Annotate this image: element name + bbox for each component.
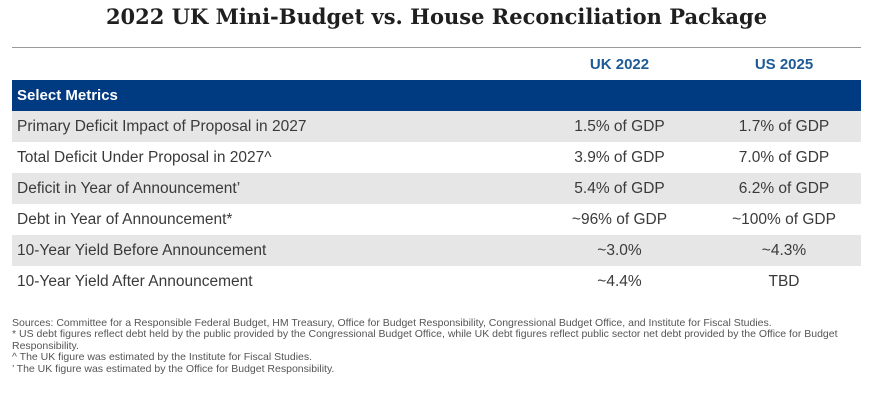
- row-value-uk: 1.5% of GDP: [532, 111, 707, 142]
- row-label: Primary Deficit Impact of Proposal in 20…: [12, 111, 532, 142]
- page-title: 2022 UK Mini-Budget vs. House Reconcilia…: [105, 4, 768, 29]
- row-value-uk: 3.9% of GDP: [574, 148, 665, 166]
- asterisk-note: * US debt figures reflect debt held by t…: [12, 328, 838, 352]
- column-header-uk: UK 2022: [589, 55, 650, 73]
- row-label: Debt in Year of Announcement*: [17, 210, 233, 228]
- apostrophe-note: ’ The UK figure was estimated by the Off…: [12, 362, 335, 375]
- column-header-row: UK 2022 US 2025: [12, 48, 861, 80]
- section-header-row: Select Metrics: [12, 80, 861, 111]
- table-row: Deficit in Year of Announcement’ 5.4% of…: [12, 173, 861, 204]
- column-header-us: US 2025: [754, 55, 814, 73]
- row-label: Total Deficit Under Proposal in 2027^: [17, 148, 272, 166]
- table-row: 10-Year Yield Before Announcement ~3.0% …: [12, 235, 861, 266]
- caret-note: ^ The UK figure was estimated by the Ins…: [12, 351, 313, 364]
- title-rule: [12, 47, 861, 48]
- section-label: Select Metrics: [12, 80, 861, 111]
- row-value-us: 1.7% of GDP: [707, 111, 861, 142]
- row-value-uk: 5.4% of GDP: [532, 173, 707, 204]
- sources-note: Sources: Committee for a Responsible Fed…: [12, 317, 772, 329]
- row-value-us: ~4.3%: [707, 235, 861, 266]
- row-label: 10-Year Yield Before Announcement: [12, 235, 532, 266]
- row-value-uk: ~96% of GDP: [571, 210, 668, 228]
- row-value-us: 6.2% of GDP: [707, 173, 861, 204]
- table-row: Debt in Year of Announcement* ~96% of GD…: [12, 204, 861, 235]
- table-row: Primary Deficit Impact of Proposal in 20…: [12, 111, 861, 142]
- row-value-us: TBD: [768, 272, 800, 290]
- column-header-blank: [12, 48, 532, 80]
- row-label: 10-Year Yield After Announcement: [17, 272, 253, 290]
- row-value-uk: ~4.4%: [597, 272, 642, 290]
- footnotes: Sources: Committee for a Responsible Fed…: [12, 317, 861, 375]
- row-label: Deficit in Year of Announcement’: [12, 173, 532, 204]
- row-value-us: 7.0% of GDP: [738, 148, 830, 166]
- row-value-us: ~100% of GDP: [732, 210, 836, 228]
- comparison-table: UK 2022 US 2025 Select Metrics Primary D…: [12, 48, 861, 297]
- row-value-uk: ~3.0%: [532, 235, 707, 266]
- table-row: Total Deficit Under Proposal in 2027^ 3.…: [12, 142, 861, 173]
- table-row: 10-Year Yield After Announcement ~4.4% T…: [12, 266, 861, 297]
